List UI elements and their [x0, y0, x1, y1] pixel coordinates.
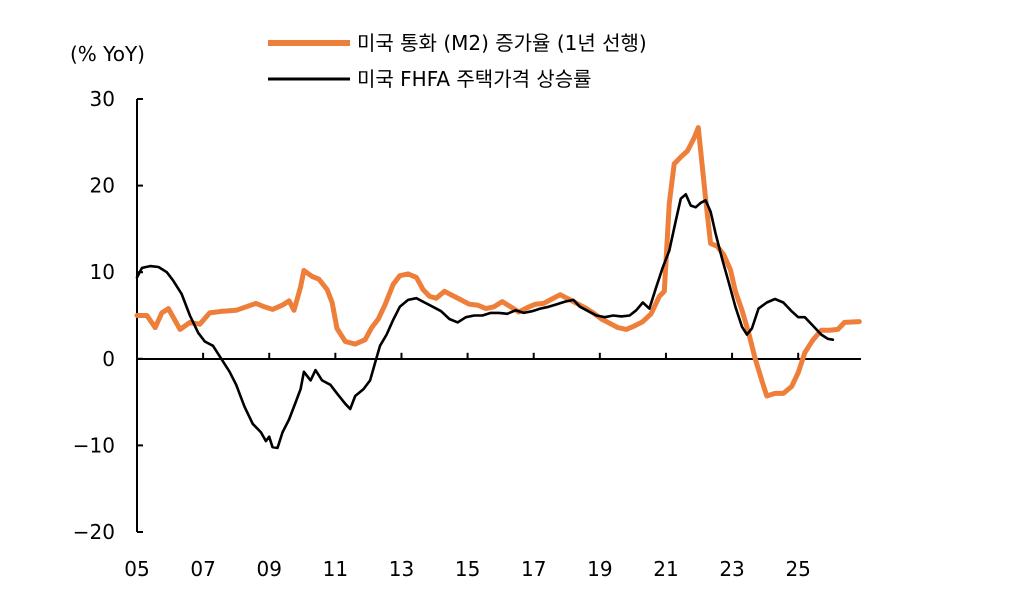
y-tick-label: 0 — [102, 347, 115, 371]
legend: 미국 통화 (M2) 증가율 (1년 선행) 미국 FHFA 주택가격 상승률 — [268, 31, 647, 91]
plot-area — [134, 98, 862, 533]
y-tick-labels: 30 20 10 0 −10 −20 — [73, 87, 115, 544]
x-tick-label: 21 — [653, 557, 678, 581]
y-tick-label: 20 — [90, 174, 115, 198]
x-tick-labels: 05 07 09 11 13 15 17 19 21 23 25 — [124, 557, 811, 581]
series-line-fhfa-house-price — [135, 193, 835, 450]
y-tick-label: −10 — [73, 433, 115, 457]
x-tick-label: 11 — [323, 557, 348, 581]
legend-label-fhfa: 미국 FHFA 주택가격 상승률 — [357, 67, 592, 91]
x-tick-label: 07 — [190, 557, 215, 581]
series-line-m2-growth — [134, 125, 862, 399]
x-tick-marks — [136, 352, 800, 359]
x-tick-label: 05 — [124, 557, 149, 581]
x-tick-label: 25 — [785, 557, 810, 581]
y-tick-label: 10 — [90, 260, 115, 284]
x-tick-label: 23 — [719, 557, 744, 581]
series-layer — [134, 125, 862, 450]
x-tick-label: 13 — [389, 557, 414, 581]
legend-label-m2: 미국 통화 (M2) 증가율 (1년 선행) — [357, 31, 647, 55]
x-tick-label: 15 — [455, 557, 480, 581]
x-tick-label: 09 — [257, 557, 282, 581]
x-tick-label: 17 — [521, 557, 546, 581]
y-tick-label: 30 — [90, 87, 115, 111]
y-unit-label: (% YoY) — [70, 42, 145, 66]
x-tick-label: 19 — [587, 557, 612, 581]
y-tick-label: −20 — [73, 520, 115, 544]
